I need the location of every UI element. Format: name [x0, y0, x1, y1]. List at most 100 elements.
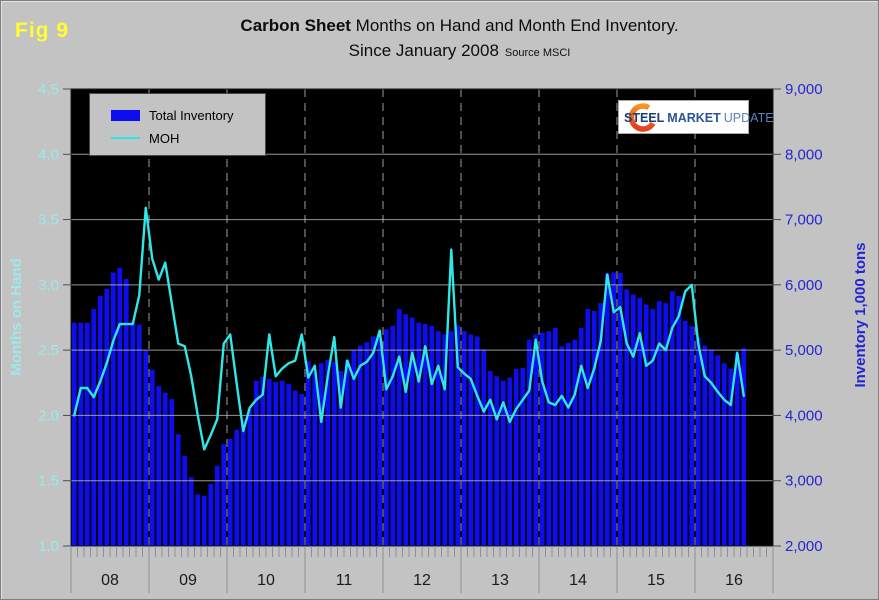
left-axis-tick-label: 2.0	[38, 407, 59, 424]
inventory-bar	[383, 329, 389, 546]
right-axis-tick-label: 2,000	[785, 538, 823, 555]
inventory-bar	[305, 361, 311, 546]
inventory-bar	[97, 295, 103, 546]
inventory-bar	[435, 331, 441, 546]
inventory-bar	[266, 378, 272, 546]
inventory-bar	[442, 334, 448, 546]
inventory-bar	[338, 371, 344, 546]
inventory-bar	[208, 483, 214, 546]
logo-word-market: MARKET	[667, 111, 721, 125]
inventory-bar	[734, 353, 740, 546]
x-axis-year-label: 11	[336, 572, 353, 589]
inventory-bar	[396, 309, 402, 546]
inventory-bar	[279, 380, 285, 546]
right-axis-tick-label: 8,000	[785, 146, 823, 163]
inventory-bar	[572, 339, 578, 546]
x-axis-year-label: 12	[413, 572, 431, 589]
right-axis-tick-label: 3,000	[785, 473, 823, 490]
inventory-bar	[507, 377, 513, 546]
x-axis-year-label: 14	[569, 572, 587, 589]
inventory-bar	[260, 376, 266, 546]
x-axis-year-label: 09	[179, 572, 197, 589]
inventory-bar	[136, 324, 142, 546]
inventory-bar	[273, 382, 279, 546]
inventory-bar	[461, 331, 467, 546]
inventory-bar	[182, 455, 188, 546]
inventory-bar	[585, 309, 591, 546]
inventory-bar	[669, 291, 675, 546]
x-axis-year-label: 13	[491, 572, 509, 589]
inventory-bar	[689, 325, 695, 546]
inventory-bar	[71, 322, 77, 546]
inventory-bar	[240, 420, 246, 546]
inventory-bar	[604, 273, 610, 546]
inventory-bar	[318, 363, 324, 546]
inventory-bar	[357, 345, 363, 546]
logo-text: STEEL MARKET UPDATE	[624, 111, 774, 125]
inventory-bar	[526, 339, 532, 546]
left-axis-tick-label: 2.5	[38, 342, 59, 359]
inventory-bar	[104, 288, 110, 546]
inventory-bar	[591, 310, 597, 546]
inventory-bar	[695, 337, 701, 546]
inventory-bar	[149, 369, 155, 546]
inventory-bar	[286, 384, 292, 546]
inventory-bar	[78, 322, 84, 546]
inventory-bar	[468, 334, 474, 546]
chart-subtitle: Since January 2008	[348, 41, 499, 60]
inventory-bar	[682, 320, 688, 546]
inventory-bar	[455, 325, 461, 546]
inventory-bar	[552, 327, 558, 546]
inventory-bar	[513, 369, 519, 546]
right-axis-tick-label: 4,000	[785, 407, 823, 424]
inventory-bar	[247, 408, 253, 546]
chart-legend: Total Inventory MOH	[89, 93, 266, 156]
inventory-bar	[650, 309, 656, 546]
left-axis-tick-label: 4.0	[38, 146, 59, 163]
x-axis-year-label: 10	[257, 572, 275, 589]
inventory-bar	[331, 361, 337, 546]
inventory-bar	[617, 273, 623, 546]
inventory-bar	[403, 314, 409, 546]
inventory-bar	[188, 477, 194, 546]
inventory-bar	[162, 392, 168, 546]
inventory-bar	[292, 390, 298, 546]
legend-label: Total Inventory	[149, 107, 234, 123]
inventory-bar	[377, 339, 383, 546]
inventory-bar	[325, 359, 331, 546]
inventory-bar	[630, 294, 636, 546]
left-axis-tick-label: 1.5	[38, 473, 59, 490]
inventory-bar	[721, 363, 727, 546]
inventory-bar	[370, 336, 376, 546]
inventory-bar	[656, 301, 662, 546]
x-axis-year-label: 16	[725, 572, 743, 589]
total-inventory-swatch	[111, 109, 140, 121]
figure-number-label: Fig 9	[15, 19, 70, 42]
inventory-bar	[539, 332, 545, 546]
inventory-bar	[578, 327, 584, 546]
inventory-bar	[416, 322, 422, 546]
left-axis-tick-label: 4.5	[38, 81, 59, 98]
left-axis-title: Months on Hand	[8, 258, 25, 375]
inventory-bar	[715, 355, 721, 546]
inventory-bar	[546, 331, 552, 546]
inventory-bar	[624, 289, 630, 546]
inventory-bar	[195, 494, 201, 546]
logo-word-update: UPDATE	[723, 111, 774, 125]
inventory-bar	[110, 272, 116, 546]
inventory-bar	[487, 371, 493, 546]
x-axis-year-label: 15	[647, 572, 665, 589]
inventory-bar	[728, 368, 734, 546]
inventory-bar	[201, 495, 207, 546]
moh-swatch	[111, 136, 140, 140]
steel-market-update-logo: STEEL MARKET UPDATE	[618, 100, 774, 134]
chart-title-bold: Carbon Sheet	[240, 16, 351, 35]
inventory-bar	[253, 380, 259, 546]
plot-area	[71, 89, 773, 546]
inventory-bar	[234, 429, 240, 546]
inventory-bar	[390, 325, 396, 546]
right-axis-title: Inventory 1,000 tons	[852, 242, 869, 387]
